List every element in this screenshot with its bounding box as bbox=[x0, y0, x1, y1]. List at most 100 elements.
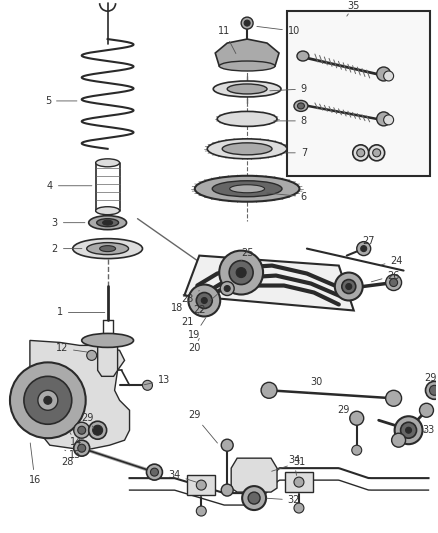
Text: 3: 3 bbox=[52, 217, 85, 228]
Circle shape bbox=[406, 427, 412, 433]
Ellipse shape bbox=[207, 139, 287, 159]
Ellipse shape bbox=[230, 185, 265, 193]
Ellipse shape bbox=[88, 216, 127, 230]
Circle shape bbox=[353, 145, 369, 161]
Circle shape bbox=[373, 149, 381, 157]
Text: 11: 11 bbox=[218, 26, 236, 53]
Ellipse shape bbox=[87, 243, 128, 255]
Text: 2: 2 bbox=[52, 244, 82, 254]
Text: 5: 5 bbox=[45, 96, 77, 106]
Ellipse shape bbox=[294, 100, 308, 111]
Circle shape bbox=[350, 411, 364, 425]
Text: 14: 14 bbox=[70, 432, 82, 447]
Circle shape bbox=[401, 422, 417, 438]
Circle shape bbox=[425, 381, 438, 399]
Text: 34: 34 bbox=[288, 455, 300, 475]
Circle shape bbox=[342, 279, 356, 294]
Circle shape bbox=[93, 425, 102, 435]
Text: 25: 25 bbox=[241, 248, 253, 261]
Text: 24: 24 bbox=[381, 256, 403, 265]
Circle shape bbox=[377, 67, 391, 81]
Text: 29: 29 bbox=[338, 405, 351, 418]
Text: 35: 35 bbox=[347, 1, 360, 16]
Circle shape bbox=[201, 297, 207, 303]
Text: 10: 10 bbox=[257, 26, 300, 36]
Text: 9: 9 bbox=[270, 84, 307, 94]
Text: 22: 22 bbox=[193, 294, 217, 316]
Circle shape bbox=[229, 261, 253, 285]
Text: 23: 23 bbox=[181, 290, 199, 303]
Text: 26: 26 bbox=[371, 271, 400, 282]
Circle shape bbox=[294, 503, 304, 513]
Circle shape bbox=[430, 385, 438, 395]
Circle shape bbox=[44, 397, 52, 404]
Ellipse shape bbox=[219, 61, 275, 71]
Text: 30: 30 bbox=[309, 377, 323, 392]
Ellipse shape bbox=[297, 51, 309, 61]
Circle shape bbox=[221, 484, 233, 496]
Circle shape bbox=[220, 281, 234, 295]
Circle shape bbox=[346, 284, 352, 289]
Polygon shape bbox=[30, 341, 130, 450]
Text: 16: 16 bbox=[29, 443, 41, 485]
Circle shape bbox=[377, 112, 391, 126]
Text: 7: 7 bbox=[287, 148, 307, 158]
Text: 21: 21 bbox=[181, 310, 202, 327]
Ellipse shape bbox=[82, 334, 134, 348]
Circle shape bbox=[244, 20, 250, 26]
Text: 32: 32 bbox=[267, 495, 300, 505]
Polygon shape bbox=[187, 475, 215, 495]
Circle shape bbox=[261, 382, 277, 398]
Circle shape bbox=[74, 422, 90, 438]
Circle shape bbox=[361, 246, 367, 252]
Circle shape bbox=[357, 149, 365, 157]
Circle shape bbox=[146, 464, 162, 480]
Text: 20: 20 bbox=[188, 338, 201, 353]
Polygon shape bbox=[215, 39, 279, 66]
Text: 15: 15 bbox=[65, 450, 81, 460]
Circle shape bbox=[420, 403, 434, 417]
Circle shape bbox=[196, 480, 206, 490]
Ellipse shape bbox=[297, 103, 304, 109]
Circle shape bbox=[78, 426, 86, 434]
Circle shape bbox=[236, 268, 246, 278]
Text: 12: 12 bbox=[56, 343, 87, 353]
Circle shape bbox=[352, 445, 362, 455]
Circle shape bbox=[335, 272, 363, 301]
Text: 18: 18 bbox=[171, 300, 189, 313]
Circle shape bbox=[24, 376, 72, 424]
Circle shape bbox=[385, 390, 402, 406]
Text: 33: 33 bbox=[422, 425, 434, 435]
Text: 19: 19 bbox=[188, 318, 206, 341]
Ellipse shape bbox=[100, 246, 116, 252]
Text: 31: 31 bbox=[272, 457, 305, 471]
Circle shape bbox=[74, 440, 90, 456]
Circle shape bbox=[142, 381, 152, 390]
Text: 28: 28 bbox=[62, 452, 78, 467]
Ellipse shape bbox=[227, 84, 267, 94]
Circle shape bbox=[390, 279, 398, 287]
Circle shape bbox=[357, 241, 371, 256]
Circle shape bbox=[88, 421, 106, 439]
Text: 29: 29 bbox=[81, 413, 94, 428]
Circle shape bbox=[395, 416, 423, 444]
Text: 27: 27 bbox=[361, 236, 375, 251]
Circle shape bbox=[38, 390, 58, 410]
Text: 1: 1 bbox=[57, 308, 105, 318]
Circle shape bbox=[196, 293, 212, 309]
Circle shape bbox=[10, 362, 86, 438]
Ellipse shape bbox=[102, 220, 113, 225]
Circle shape bbox=[248, 492, 260, 504]
Text: 29: 29 bbox=[188, 410, 217, 443]
Polygon shape bbox=[285, 472, 313, 492]
Circle shape bbox=[188, 285, 220, 317]
Circle shape bbox=[196, 506, 206, 516]
Circle shape bbox=[384, 115, 394, 125]
Circle shape bbox=[151, 468, 159, 476]
Circle shape bbox=[224, 286, 230, 292]
Ellipse shape bbox=[222, 143, 272, 155]
Circle shape bbox=[392, 433, 406, 447]
Text: 8: 8 bbox=[274, 116, 307, 126]
Circle shape bbox=[369, 145, 385, 161]
FancyBboxPatch shape bbox=[287, 11, 431, 176]
